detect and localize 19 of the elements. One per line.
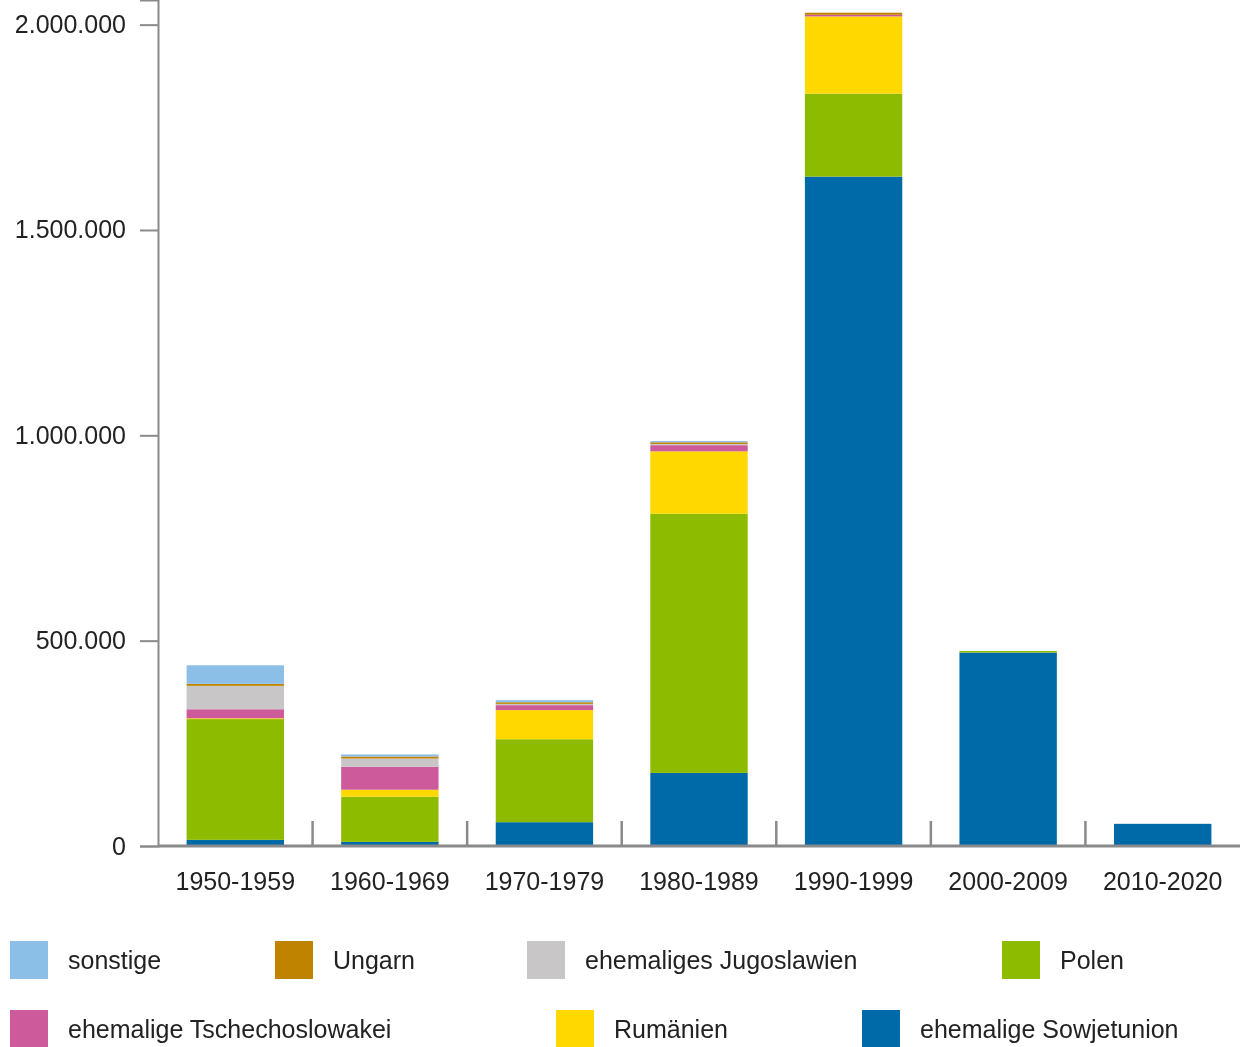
y-tick-label: 0 (112, 831, 126, 860)
x-tick-label: 1950-1959 (175, 867, 296, 895)
x-tick-label: 2010-2020 (1102, 867, 1223, 895)
legend-label: ehemaliges Jugoslawien (585, 946, 858, 974)
x-tick-label: 1980-1989 (639, 867, 759, 895)
legend-label: Rumänien (614, 1015, 728, 1043)
x-tick-label: 1970-1979 (484, 867, 605, 895)
legend-label: ehemalige Tschechoslowakei (68, 1015, 392, 1043)
x-tick-label: 2000-2009 (948, 867, 1068, 895)
x-tick-label: 1960-1969 (330, 867, 450, 895)
x-tick-label: 1990-1999 (793, 867, 914, 895)
y-tick-label: 1.500.000 (14, 215, 126, 244)
legend-label: ehemalige Sowjetunion (920, 1015, 1179, 1043)
legend-label: sonstige (68, 946, 162, 974)
legend-label: Polen (1060, 946, 1124, 974)
legend-label: Ungarn (333, 946, 415, 974)
y-tick-label: 1.000.000 (14, 420, 126, 449)
y-tick-label: 500.000 (35, 626, 126, 655)
y-tick-label: 2.000.000 (14, 10, 126, 39)
